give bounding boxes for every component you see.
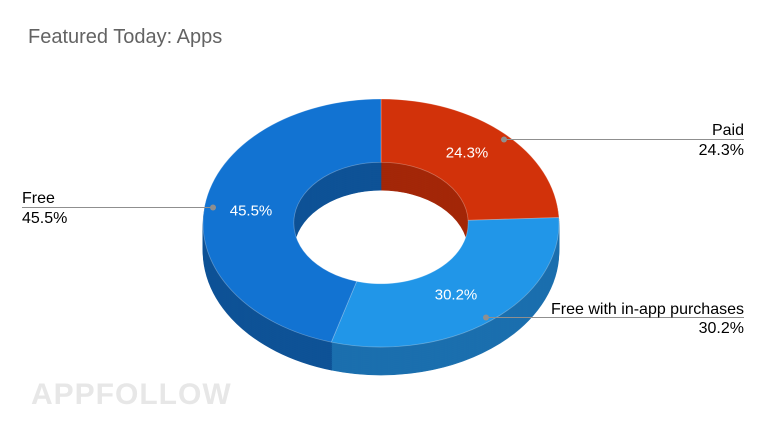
callout-free-with-iap-pct: 30.2% bbox=[698, 320, 744, 337]
leader-dot-paid bbox=[501, 136, 507, 143]
callout-free-pct: 45.5% bbox=[22, 210, 68, 227]
pie-slice-free-with-in-app-purchases[interactable] bbox=[330, 217, 560, 348]
callout-paid-name: Paid bbox=[711, 122, 744, 139]
page-title: Featured Today: Apps bbox=[28, 26, 223, 48]
leader-dot-iap bbox=[483, 314, 489, 321]
leader-lines-group bbox=[22, 136, 744, 321]
callout-free-with-iap-name: Free with in-app purchases bbox=[551, 301, 744, 318]
pie-slice-paid[interactable] bbox=[380, 98, 560, 221]
callout-paid-pct: 24.3% bbox=[698, 142, 744, 159]
appfollow-watermark-logo: APPFOLLOW bbox=[31, 378, 232, 411]
callout-free-name: Free bbox=[22, 190, 55, 207]
pie-slices-group bbox=[202, 98, 560, 376]
leader-dot-free bbox=[210, 204, 216, 211]
pie-slice-free[interactable] bbox=[202, 98, 382, 343]
